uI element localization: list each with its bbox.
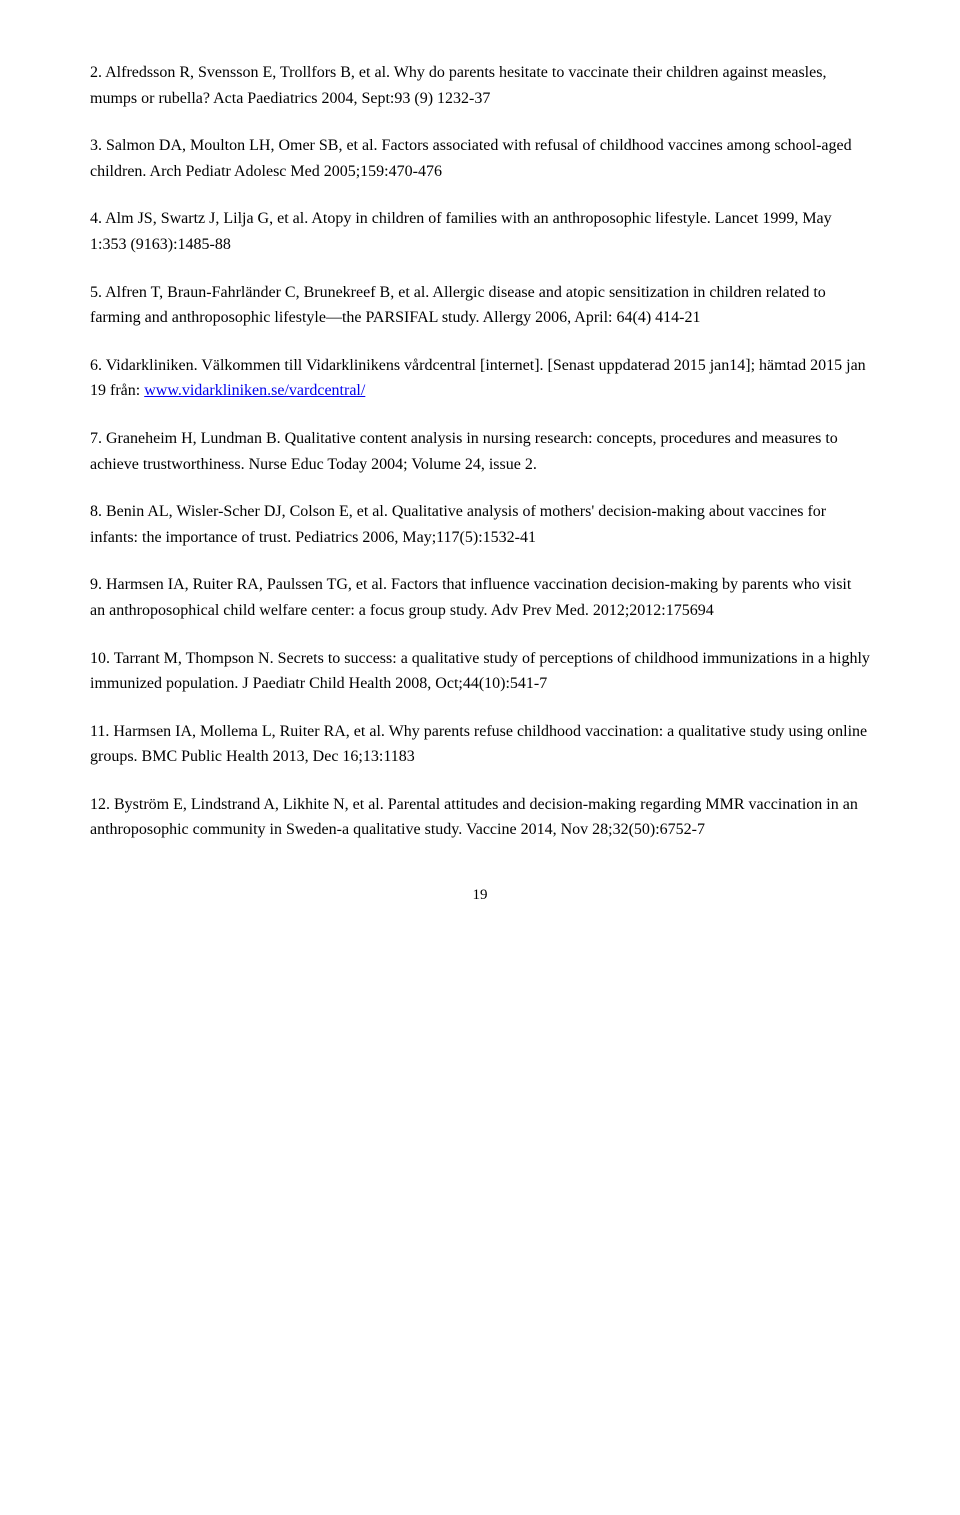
- reference-text: 9. Harmsen IA, Ruiter RA, Paulssen TG, e…: [90, 576, 851, 619]
- reference-item: 11. Harmsen IA, Mollema L, Ruiter RA, et…: [90, 719, 870, 770]
- reference-item: 3. Salmon DA, Moulton LH, Omer SB, et al…: [90, 133, 870, 184]
- page-number: 19: [90, 883, 870, 907]
- reference-item: 12. Byström E, Lindstrand A, Likhite N, …: [90, 792, 870, 843]
- reference-text: 3. Salmon DA, Moulton LH, Omer SB, et al…: [90, 137, 852, 180]
- reference-item: 8. Benin AL, Wisler-Scher DJ, Colson E, …: [90, 499, 870, 550]
- reference-link[interactable]: www.vidarkliniken.se/vardcentral/: [144, 382, 365, 399]
- reference-text: 10. Tarrant M, Thompson N. Secrets to su…: [90, 650, 870, 693]
- reference-item: 10. Tarrant M, Thompson N. Secrets to su…: [90, 646, 870, 697]
- reference-text: 5. Alfren T, Braun-Fahrländer C, Brunekr…: [90, 284, 826, 327]
- reference-text: 12. Byström E, Lindstrand A, Likhite N, …: [90, 796, 858, 839]
- reference-text: 11. Harmsen IA, Mollema L, Ruiter RA, et…: [90, 723, 867, 766]
- reference-text: 4. Alm JS, Swartz J, Lilja G, et al. Ato…: [90, 210, 832, 253]
- reference-item: 4. Alm JS, Swartz J, Lilja G, et al. Ato…: [90, 206, 870, 257]
- reference-text: 7. Graneheim H, Lundman B. Qualitative c…: [90, 430, 838, 473]
- reference-item: 5. Alfren T, Braun-Fahrländer C, Brunekr…: [90, 280, 870, 331]
- reference-text: 8. Benin AL, Wisler-Scher DJ, Colson E, …: [90, 503, 826, 546]
- reference-item: 9. Harmsen IA, Ruiter RA, Paulssen TG, e…: [90, 572, 870, 623]
- reference-item: 6. Vidarkliniken. Välkommen till Vidarkl…: [90, 353, 870, 404]
- reference-item: 2. Alfredsson R, Svensson E, Trollfors B…: [90, 60, 870, 111]
- reference-item: 7. Graneheim H, Lundman B. Qualitative c…: [90, 426, 870, 477]
- reference-text: 2. Alfredsson R, Svensson E, Trollfors B…: [90, 64, 826, 107]
- references-list: 2. Alfredsson R, Svensson E, Trollfors B…: [90, 60, 870, 843]
